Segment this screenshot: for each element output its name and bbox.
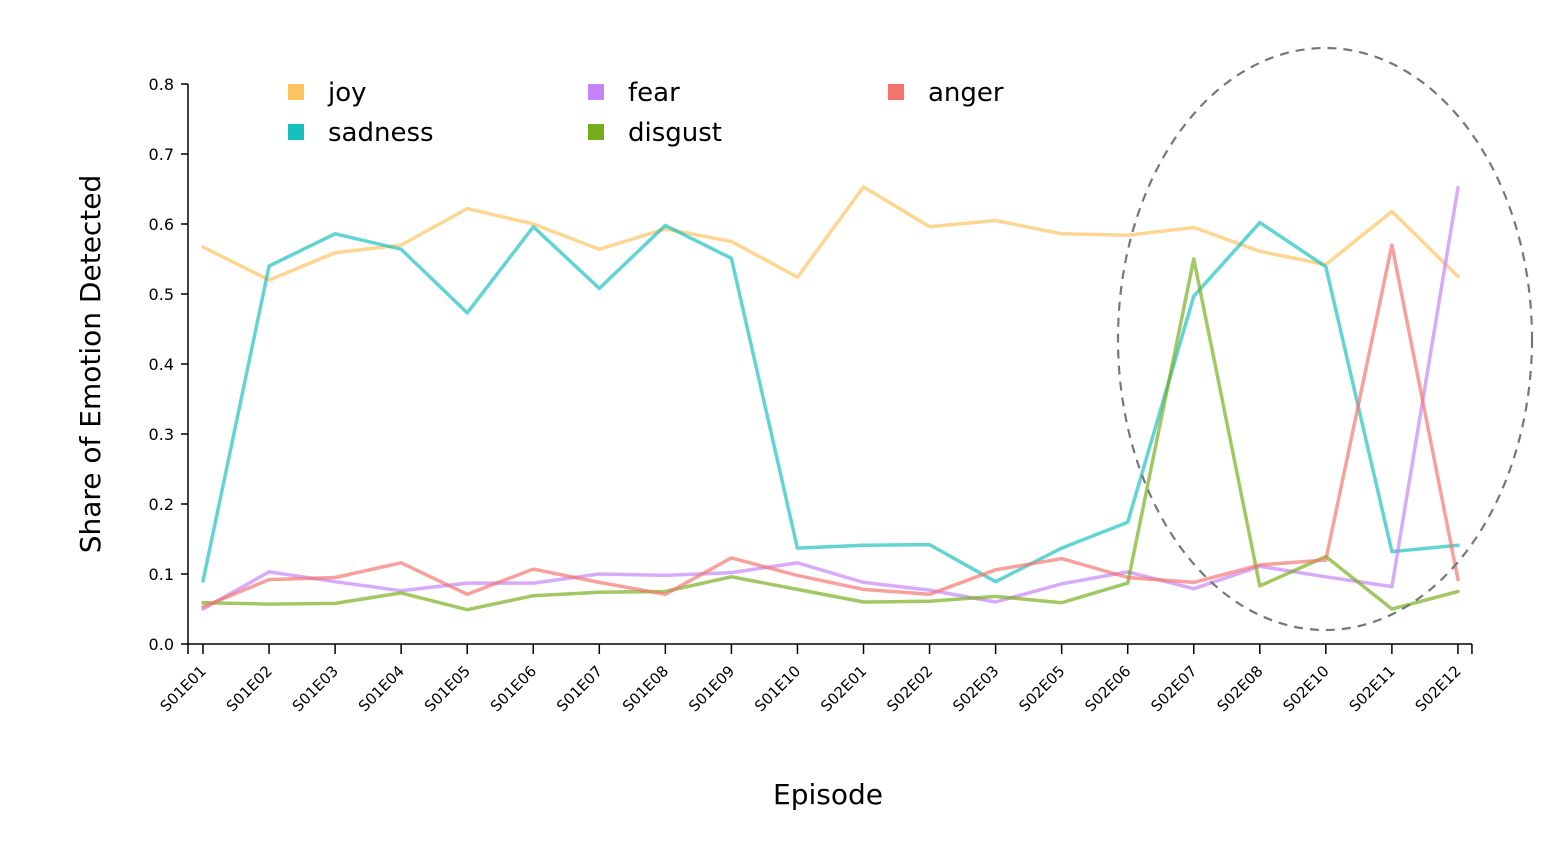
x-tick-label: S02E05	[1015, 662, 1068, 715]
highlight-ellipse	[1116, 46, 1534, 632]
y-tick-label: 0.1	[149, 565, 174, 584]
x-tick-label: S02E11	[1346, 662, 1399, 715]
legend-label: fear	[628, 78, 680, 108]
x-tick-label: S02E08	[1213, 662, 1266, 715]
x-axis: S01E01 S01E02 S01E03 S01E04 S01E05 S01E06 S01E…	[157, 643, 1473, 715]
y-tick-label: 0.0	[149, 635, 174, 654]
legend-label: disgust	[628, 118, 722, 148]
x-tick-label: S02E12	[1412, 662, 1465, 715]
x-tick-label: S02E07	[1147, 662, 1200, 715]
annotation-layer	[1116, 46, 1534, 632]
legend-item-fear: fear	[588, 78, 680, 108]
y-axis: 0.0 0.1 0.2 0.3 0.4 0.5 0.6 0.7 0.8	[149, 75, 189, 654]
y-axis-title: Share of Emotion Detected	[74, 175, 107, 554]
y-tick-label: 0.6	[149, 215, 174, 234]
y-tick-label: 0.7	[149, 145, 174, 164]
series-line-joy	[201, 185, 1460, 282]
x-tick-label: S02E10	[1280, 662, 1333, 715]
series-line-fear	[201, 185, 1460, 611]
x-tick-label: S01E10	[751, 662, 804, 715]
legend-swatch	[888, 84, 904, 100]
x-axis-title: Episode	[773, 778, 883, 811]
legend-label: sadness	[328, 118, 434, 148]
x-tick-label: S01E09	[685, 662, 738, 715]
series-line-sadness	[201, 220, 1460, 584]
x-tick-label: S02E01	[817, 662, 870, 715]
series-layer	[201, 185, 1460, 612]
legend: joy sadness fear disgust anger	[288, 78, 1004, 148]
series-line-disgust	[201, 257, 1460, 612]
x-tick-label: S01E06	[487, 662, 540, 715]
x-tick-label: S01E05	[421, 662, 474, 715]
legend-item-sadness: sadness	[288, 118, 434, 148]
x-tick-label: S02E02	[883, 662, 936, 715]
x-tick-label: S02E03	[949, 662, 1002, 715]
legend-label: joy	[327, 78, 367, 108]
y-tick-label: 0.4	[149, 355, 174, 374]
y-tick-label: 0.2	[149, 495, 174, 514]
x-tick-label: S01E08	[619, 662, 672, 715]
x-tick-label: S01E04	[355, 662, 408, 715]
legend-swatch	[588, 124, 604, 140]
legend-swatch	[588, 84, 604, 100]
legend-item-disgust: disgust	[588, 118, 722, 148]
legend-swatch	[288, 124, 304, 140]
legend-item-anger: anger	[888, 78, 1004, 108]
x-tick-label: S01E03	[289, 662, 342, 715]
y-tick-label: 0.3	[149, 425, 174, 444]
series-line-anger	[201, 243, 1460, 609]
legend-swatch	[288, 84, 304, 100]
x-tick-label: S02E06	[1081, 662, 1134, 715]
x-tick-label: S01E02	[223, 662, 276, 715]
x-tick-label: S01E01	[157, 662, 210, 715]
legend-label: anger	[928, 78, 1004, 108]
y-tick-label: 0.5	[149, 285, 174, 304]
legend-item-joy: joy	[288, 78, 367, 108]
y-tick-label: 0.8	[149, 75, 174, 94]
x-tick-label: S01E07	[553, 662, 606, 715]
